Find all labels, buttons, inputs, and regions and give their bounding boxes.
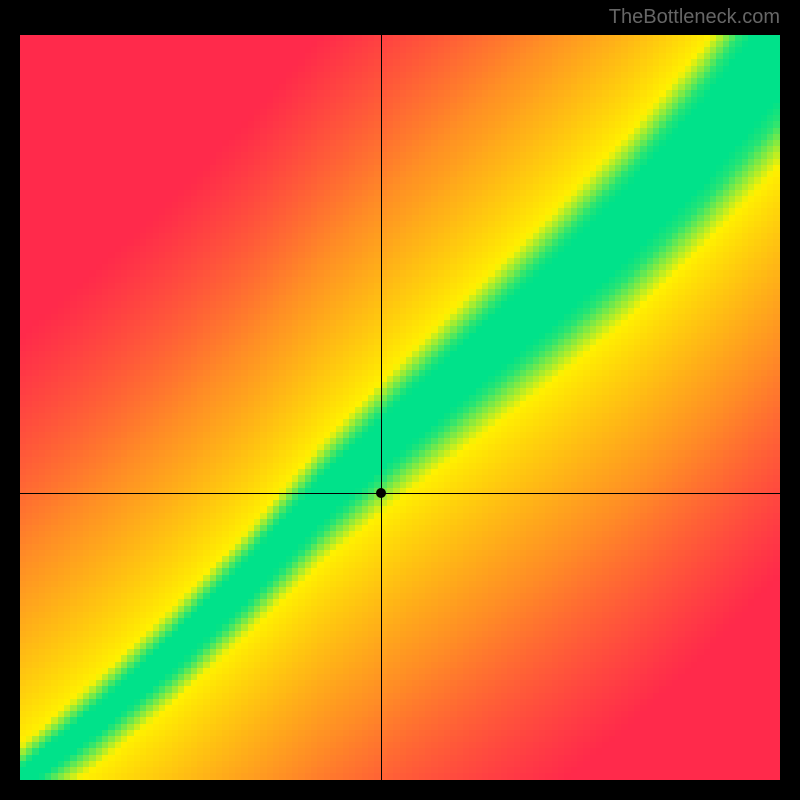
chart-container: TheBottleneck.com [0, 0, 800, 800]
attribution-text: TheBottleneck.com [609, 6, 780, 29]
crosshair-horizontal [20, 493, 780, 494]
plot-area [20, 35, 780, 780]
heatmap-canvas [20, 35, 780, 780]
marker-dot [376, 488, 386, 498]
crosshair-vertical [381, 35, 382, 780]
